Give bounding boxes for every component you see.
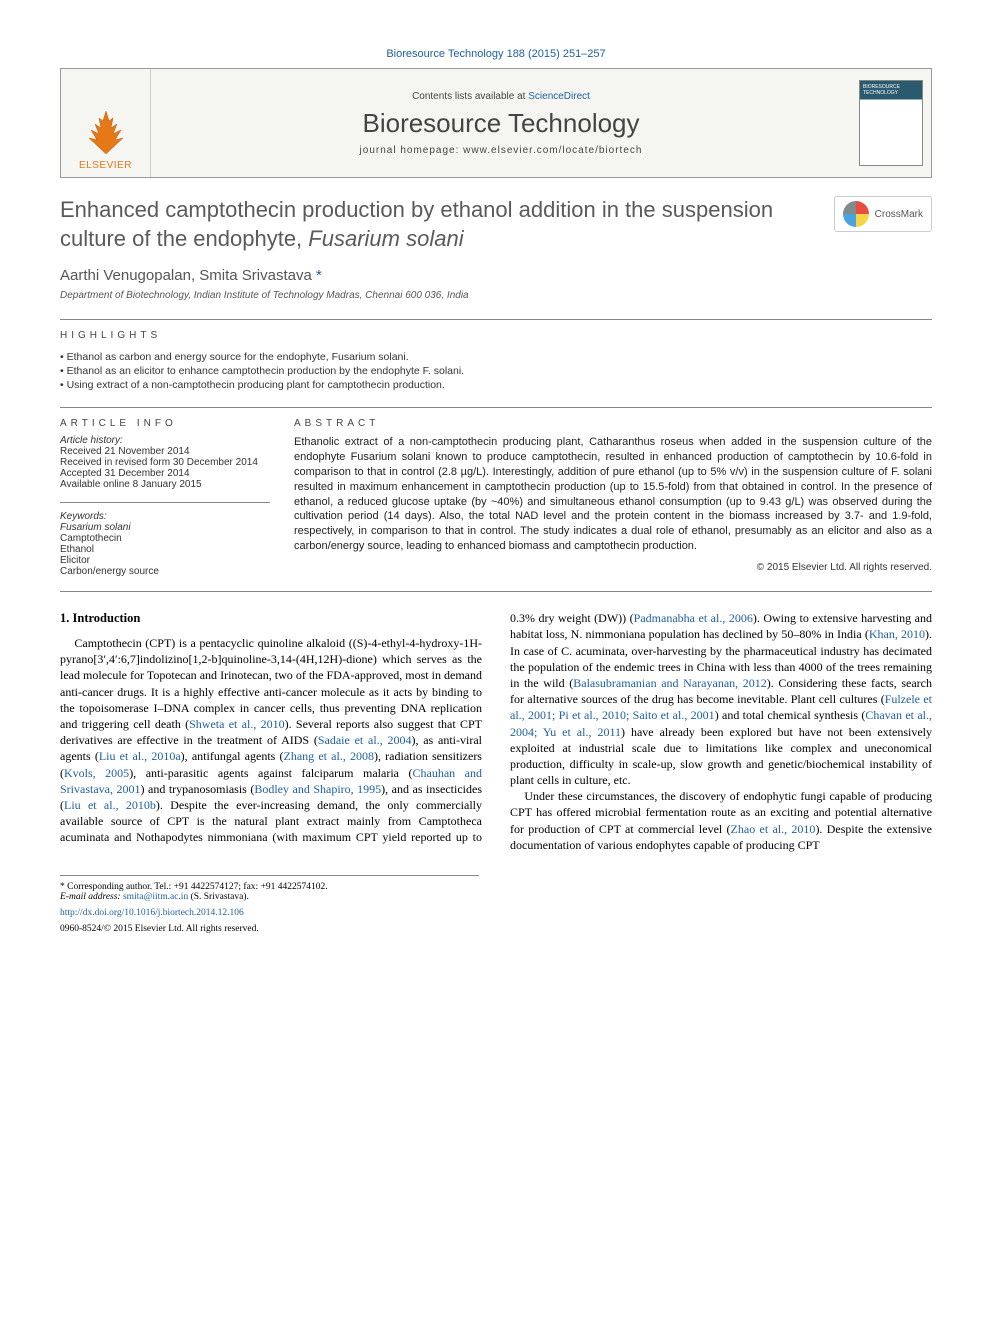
contents-available-line: Contents lists available at ScienceDirec… [412,91,590,102]
keywords-label: Keywords: [60,502,270,522]
doi-link[interactable]: http://dx.doi.org/10.1016/j.biortech.201… [60,908,244,918]
keyword: Carbon/energy source [60,566,270,577]
journal-header: ELSEVIER Contents lists available at Sci… [60,68,932,178]
citation-link[interactable]: Zhao et al., 2010 [731,822,816,836]
highlight-item: Using extract of a non-camptothecin prod… [60,379,932,391]
citation-link[interactable]: Liu et al., 2010a [99,749,181,763]
citation-link[interactable]: Khan, 2010 [869,627,925,641]
keyword: Ethanol [60,544,270,555]
homepage-url[interactable]: www.elsevier.com/locate/biortech [463,145,642,156]
contents-text: Contents lists available at [412,91,528,102]
issn-copyright: 0960-8524/© 2015 Elsevier Ltd. All right… [60,924,479,934]
abstract-copyright: © 2015 Elsevier Ltd. All rights reserved… [294,562,932,573]
abstract-text: Ethanolic extract of a non-camptothecin … [294,435,932,554]
citation-link[interactable]: Balasubramanian and Narayanan, 2012 [573,676,767,690]
history-accepted: Accepted 31 December 2014 [60,468,270,479]
abstract-label: abstract [294,418,932,429]
journal-cover-thumb: BIORESOURCE TECHNOLOGY [851,69,931,177]
history-revised: Received in revised form 30 December 201… [60,457,270,468]
abstract-column: abstract Ethanolic extract of a non-camp… [294,418,932,577]
history-received: Received 21 November 2014 [60,446,270,457]
history-online: Available online 8 January 2015 [60,479,270,490]
email-line: E-mail address: smita@iitm.ac.in (S. Sri… [60,892,479,902]
divider [60,591,932,592]
citation-link[interactable]: Sadaie et al., 2004 [318,733,412,747]
citation-link[interactable]: Zhang et al., 2008 [284,749,375,763]
email-label: E-mail address: [60,892,123,902]
author-names: Aarthi Venugopalan, Smita Srivastava [60,267,316,284]
email-suffix: (S. Srivastava). [188,892,249,902]
article-info-column: article info Article history: Received 2… [60,418,270,577]
keyword: Elicitor [60,555,270,566]
elsevier-tree-icon [81,106,131,156]
divider [60,319,932,320]
citation-link[interactable]: Shweta et al., 2010 [189,717,285,731]
affiliation: Department of Biotechnology, Indian Inst… [60,290,932,301]
article-info-label: article info [60,418,270,429]
journal-title: Bioresource Technology [362,108,639,139]
keyword: Fusarium solani [60,522,270,533]
article-title: Enhanced camptothecin production by etha… [60,196,814,253]
corresponding-marker: * [316,267,322,284]
email-link[interactable]: smita@iitm.ac.in [123,892,188,902]
publisher-logo: ELSEVIER [61,69,151,177]
citation-link[interactable]: Kvols, 2005 [64,766,129,780]
section-heading: 1. Introduction [60,610,482,627]
authors-line: Aarthi Venugopalan, Smita Srivastava * [60,267,932,284]
highlights-label: highlights [60,330,932,341]
history-label: Article history: [60,435,270,446]
crossmark-label: CrossMark [875,209,923,220]
corresponding-author-note: * Corresponding author. Tel.: +91 442257… [60,882,479,892]
citation-link[interactable]: Bodley and Shapiro, 1995 [254,782,381,796]
citation-link[interactable]: Padmanabha et al., 2006 [634,611,753,625]
crossmark-icon [843,201,869,227]
journal-homepage: journal homepage: www.elsevier.com/locat… [360,145,643,156]
footnotes: * Corresponding author. Tel.: +91 442257… [60,875,479,934]
body-paragraph: Under these circumstances, the discovery… [510,788,932,853]
highlight-item: Ethanol as an elicitor to enhance campto… [60,365,932,377]
cover-title: BIORESOURCE TECHNOLOGY [863,84,900,96]
sciencedirect-link[interactable]: ScienceDirect [528,91,590,102]
citation-link[interactable]: Liu et al., 2010b [64,798,156,812]
crossmark-badge[interactable]: CrossMark [834,196,932,232]
homepage-label: journal homepage: [360,145,464,156]
body-columns: 1. Introduction Camptothecin (CPT) is a … [60,610,932,853]
journal-reference: Bioresource Technology 188 (2015) 251–25… [60,48,932,60]
doi-line: http://dx.doi.org/10.1016/j.biortech.201… [60,908,479,918]
highlights-list: Ethanol as carbon and energy source for … [60,351,932,391]
highlight-item: Ethanol as carbon and energy source for … [60,351,932,363]
publisher-name: ELSEVIER [79,160,132,171]
keyword: Camptothecin [60,533,270,544]
